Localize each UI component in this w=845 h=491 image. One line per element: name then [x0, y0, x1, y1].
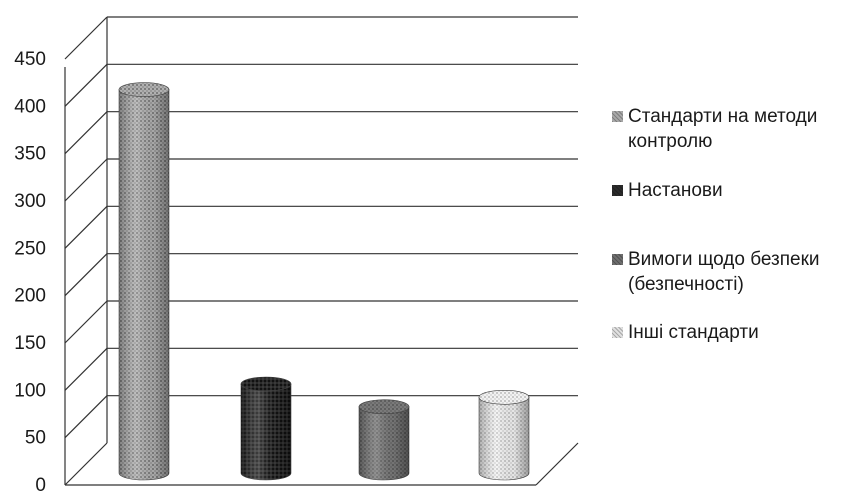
y-tick-label: 350	[14, 144, 46, 165]
floor-right-edge	[535, 442, 579, 486]
gridline-side	[64, 300, 108, 344]
bar-shading	[479, 397, 529, 480]
legend-label: Стандарти на методи контролю	[628, 106, 818, 152]
gridline-side	[64, 205, 108, 249]
gridlines	[64, 16, 578, 486]
legend-swatch	[612, 254, 623, 265]
bar-top	[358, 399, 410, 415]
legend-item: Інші стандарти	[612, 320, 842, 345]
bar	[358, 399, 410, 481]
legend-swatch	[612, 327, 623, 338]
y-tick-label: 150	[14, 333, 46, 354]
bar-shading	[241, 384, 291, 480]
gridline-side	[64, 111, 108, 155]
chart-walls	[64, 17, 579, 486]
bars	[118, 82, 530, 481]
bar-top	[118, 82, 170, 97]
y-tick-label: 50	[25, 428, 46, 449]
gridline-side	[64, 442, 108, 486]
legend-label: Настанови	[628, 180, 723, 201]
y-axis-tick-labels: 0 50 100 150 200 250 300 350 400 450	[14, 49, 46, 491]
gridline-side	[64, 16, 108, 60]
legend-swatch	[612, 185, 623, 196]
legend-item: Вимоги щодо безпеки (безпечності)	[612, 247, 842, 297]
bar	[118, 82, 170, 481]
legend-label: Вимоги щодо безпеки (безпечності)	[628, 249, 820, 295]
legend-item: Настанови	[612, 178, 842, 203]
legend-label: Інші стандарти	[628, 322, 759, 343]
y-tick-label: 300	[14, 191, 46, 212]
y-tick-label: 250	[14, 238, 46, 259]
bar	[240, 376, 292, 481]
bar	[478, 389, 530, 481]
bar-shading	[119, 89, 169, 480]
y-tick-label: 100	[14, 380, 46, 401]
gridline-side	[64, 253, 108, 297]
legend-swatch	[612, 111, 623, 122]
gridline-side	[64, 63, 108, 107]
bar-top	[240, 376, 292, 392]
y-tick-label: 0	[35, 475, 46, 491]
bar-top	[478, 389, 530, 405]
gridline-side	[64, 395, 108, 439]
y-tick-label: 400	[14, 96, 46, 117]
y-tick-label: 200	[14, 286, 46, 307]
gridline-side	[64, 347, 108, 391]
bar-shading	[359, 406, 409, 480]
y-tick-label: 450	[14, 49, 46, 70]
gridline-side	[64, 158, 108, 202]
legend-item: Стандарти на методи контролю	[612, 104, 842, 154]
